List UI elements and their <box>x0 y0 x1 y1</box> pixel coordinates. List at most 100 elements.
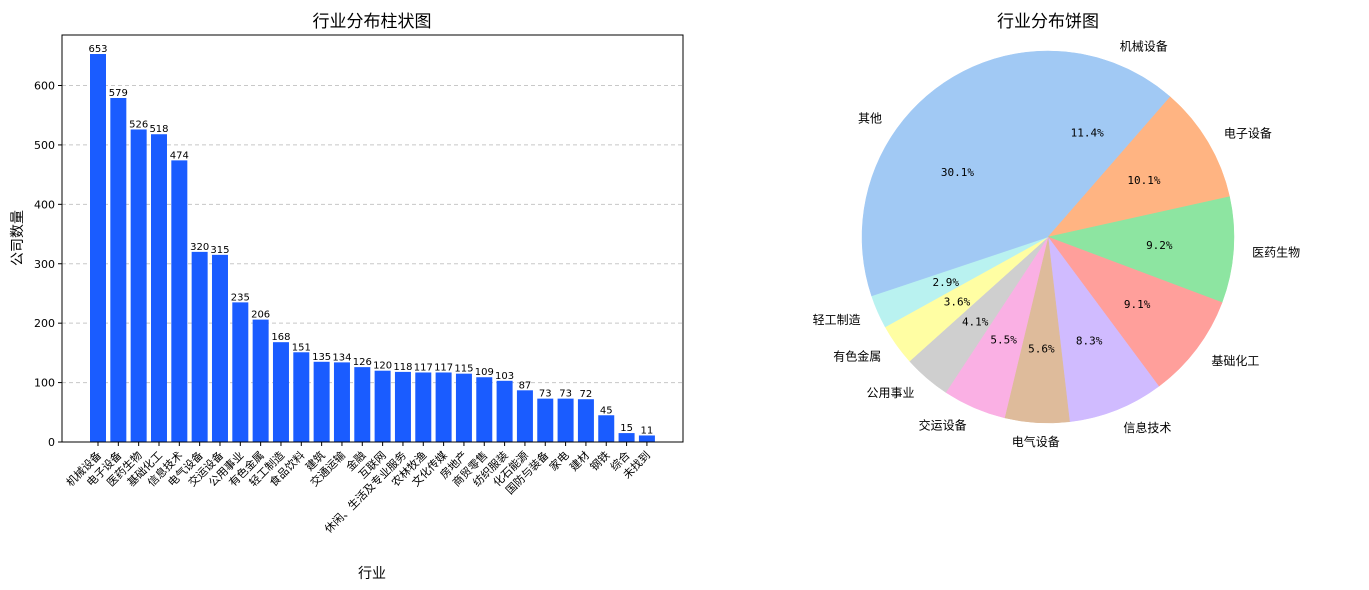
pie-category-label: 交运设备 <box>919 418 967 433</box>
bar <box>211 254 228 442</box>
pie-percent-label: 9.1% <box>1124 298 1151 311</box>
bar <box>415 372 432 442</box>
pie-category-label: 机械设备 <box>1120 38 1168 53</box>
pie-percent-label: 3.6% <box>944 296 971 309</box>
y-tick-label: 200 <box>34 317 55 330</box>
bar <box>90 54 106 443</box>
bar <box>313 361 330 442</box>
bar-value-label: 45 <box>600 405 613 416</box>
pie-chart-slices <box>861 50 1235 424</box>
bar <box>150 134 167 442</box>
pie-slice <box>1047 236 1223 387</box>
bar-value-label: 73 <box>559 389 572 400</box>
bar <box>618 433 635 442</box>
bar <box>252 319 269 442</box>
y-tick-label: 500 <box>34 139 55 152</box>
bar <box>476 377 493 442</box>
bar-value-label: 526 <box>129 119 148 130</box>
pie-chart-labels: 11.4% 机械设备 10.1% 电子设备 9.2% 医药生物 9.1% 基础化工 8.3% 信息… <box>813 38 1300 449</box>
pie-slice <box>1047 236 1160 423</box>
bar <box>557 398 574 442</box>
bar-value-label: 653 <box>88 44 107 55</box>
y-tick-label: 0 <box>48 436 55 449</box>
pie-slice <box>1047 50 1171 238</box>
bar <box>374 370 391 442</box>
bar-value-label: 315 <box>210 245 229 256</box>
pie-percent-label: 5.5% <box>990 333 1017 346</box>
bar-value-label: 103 <box>495 371 514 382</box>
pie-category-label: 其他 <box>858 111 882 125</box>
pie-percent-label: 4.1% <box>962 316 989 329</box>
bar-chart-xlabel: 行业 <box>358 566 386 582</box>
y-tick-label: 300 <box>34 258 55 271</box>
pie-category-label: 公用事业 <box>867 386 915 400</box>
bar-value-label: 15 <box>620 423 633 434</box>
pie-category-label: 轻工制造 <box>813 313 861 327</box>
bar-value-label: 87 <box>519 380 532 391</box>
bar <box>394 371 411 442</box>
x-tick-label: 家电 <box>546 448 571 473</box>
bar <box>638 435 655 442</box>
bar-value-label: 11 <box>641 425 654 436</box>
pie-percent-label: 30.1% <box>941 166 974 179</box>
bar <box>598 415 615 442</box>
bar <box>333 362 350 442</box>
pie-chart: 行业分布饼图 11.4% 机械设备 10.1% 电子设备 9.2% 医药生物 9.1% 基础化… <box>813 12 1300 449</box>
bar-value-label: 126 <box>353 357 372 368</box>
bar <box>537 398 554 442</box>
bar-value-label: 117 <box>434 362 453 373</box>
pie-percent-label: 5.6% <box>1028 342 1055 355</box>
pie-percent-label: 10.1% <box>1127 174 1160 187</box>
bar <box>577 399 594 442</box>
bar-value-label: 168 <box>271 332 290 343</box>
bar-chart-x-ticks: 机械设备电子设备医药生物基础化工信息技术电气设备交运设备公用事业有色金属轻工制造… <box>63 442 653 536</box>
x-tick-label: 建材 <box>567 448 592 473</box>
pie-percent-label: 11.4% <box>1071 126 1104 139</box>
bar-chart-frame <box>61 34 684 443</box>
bar <box>435 372 452 442</box>
pie-percent-label: 2.9% <box>933 276 960 289</box>
bar-value-label: 118 <box>393 362 412 373</box>
pie-chart-title: 行业分布饼图 <box>997 12 1099 32</box>
bar-value-label: 206 <box>251 310 270 321</box>
pie-category-label: 基础化工 <box>1211 354 1259 368</box>
bar <box>110 97 127 442</box>
bar-value-label: 579 <box>109 88 128 99</box>
pie-slice <box>1047 96 1230 238</box>
y-tick-label: 600 <box>34 80 55 93</box>
bar-value-label: 134 <box>332 352 351 363</box>
pie-category-label: 电子设备 <box>1224 126 1272 140</box>
bar <box>171 160 188 442</box>
bar <box>516 390 533 442</box>
y-tick-label: 100 <box>34 377 55 390</box>
bar-value-label: 151 <box>292 342 311 353</box>
bar-value-label: 320 <box>190 242 209 253</box>
y-tick-label: 400 <box>34 198 55 211</box>
bar-value-label: 474 <box>170 150 189 161</box>
bar <box>293 352 310 442</box>
bar <box>455 373 472 442</box>
bar-value-label: 72 <box>580 389 593 400</box>
pie-slice <box>1047 196 1235 303</box>
bar <box>272 342 289 442</box>
pie-category-label: 医药生物 <box>1252 245 1300 259</box>
bar-value-label: 120 <box>373 361 392 372</box>
bar <box>130 129 147 442</box>
bar-value-label: 109 <box>475 367 494 378</box>
pie-percent-label: 9.2% <box>1146 239 1173 252</box>
pie-category-label: 信息技术 <box>1123 420 1171 435</box>
bar-value-label: 117 <box>414 362 433 373</box>
pie-category-label: 电气设备 <box>1012 434 1060 449</box>
x-tick-label: 钢铁 <box>588 449 613 474</box>
bar-value-label: 73 <box>539 389 552 400</box>
pie-slice <box>861 50 1049 297</box>
bar <box>354 367 371 442</box>
bar-value-label: 115 <box>454 364 473 375</box>
bar-chart-title: 行业分布柱状图 <box>313 12 432 32</box>
pie-percent-label: 8.3% <box>1076 335 1103 348</box>
pie-category-label: 有色金属 <box>833 349 881 364</box>
bar <box>191 251 208 442</box>
bar <box>496 380 513 442</box>
